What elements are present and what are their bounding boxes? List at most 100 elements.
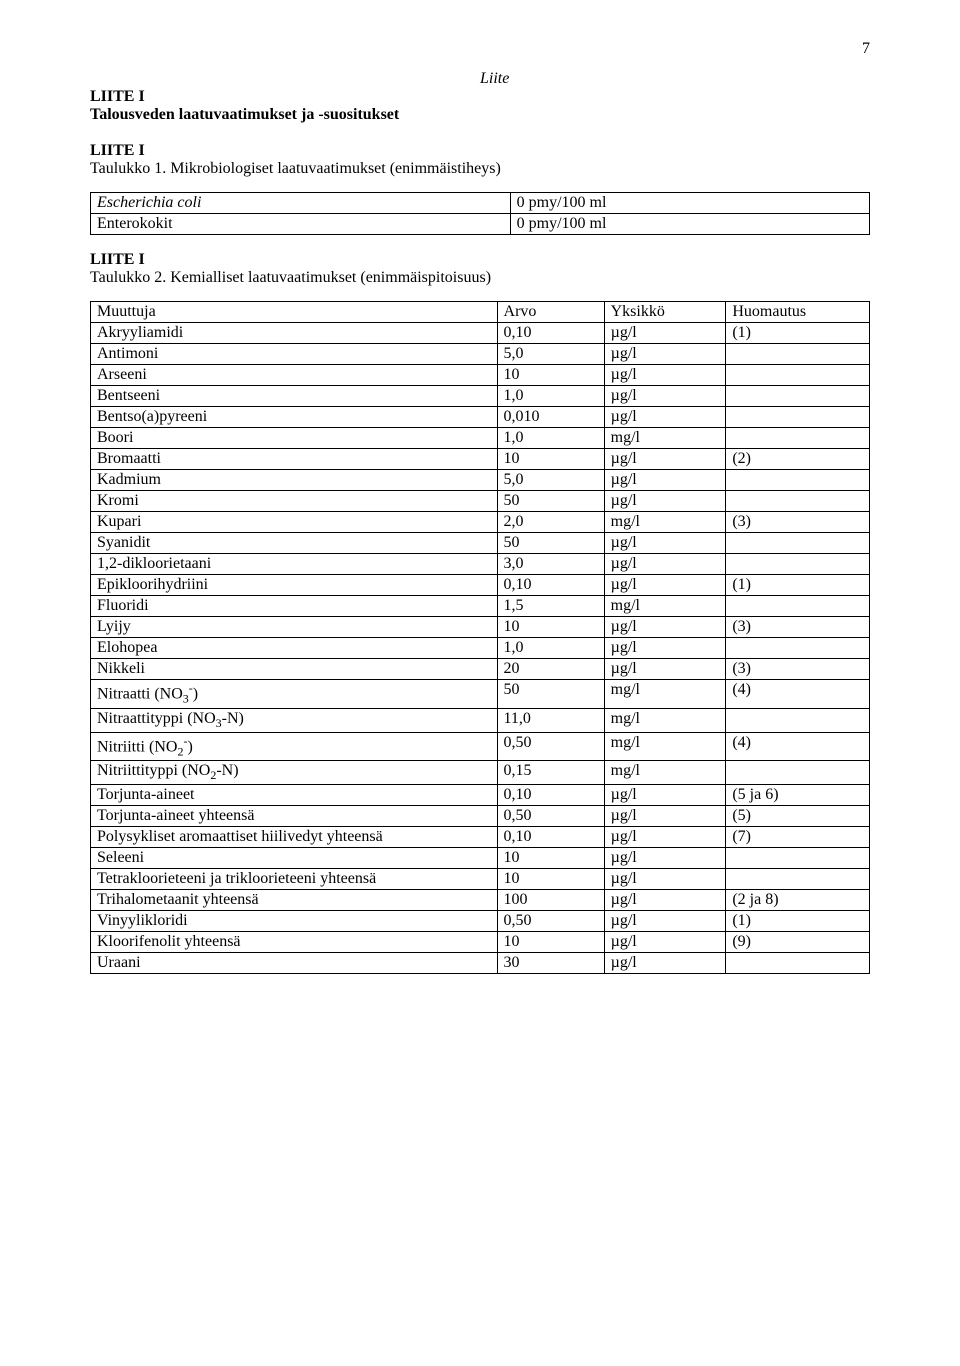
table-2-cell-unit: mg/l — [604, 708, 726, 732]
table-2-cell-unit: µg/l — [604, 491, 726, 512]
table-2-cell-unit: µg/l — [604, 470, 726, 491]
table-2-cell-unit: µg/l — [604, 911, 726, 932]
table-2-cell-param: Torjunta-aineet — [91, 785, 498, 806]
table-2-cell-value: 10 — [497, 869, 604, 890]
table-2-cell-note: (2) — [726, 449, 870, 470]
table-row: Uraani30µg/l — [91, 953, 870, 974]
table-row: Nitriitti (NO2-)0,50mg/l(4) — [91, 732, 870, 761]
table-2-cell-note — [726, 848, 870, 869]
table-2-cell-value: 0,50 — [497, 911, 604, 932]
table-2-cell-note — [726, 407, 870, 428]
table-2-cell-param: Tetrakloorieteeni ja trikloorieteeni yht… — [91, 869, 498, 890]
table-2-cell-param: Torjunta-aineet yhteensä — [91, 806, 498, 827]
table-2-cell-param: Nitraattityppi (NO3-N) — [91, 708, 498, 732]
table-2: Muuttuja Arvo Yksikkö Huomautus Akryylia… — [90, 301, 870, 974]
table-row: Trihalometaanit yhteensä100µg/l(2 ja 8) — [91, 890, 870, 911]
table-2-cell-unit: µg/l — [604, 323, 726, 344]
table-row: Bentseeni1,0µg/l — [91, 386, 870, 407]
table-2-cell-note: (1) — [726, 911, 870, 932]
table-row: Syanidit50µg/l — [91, 533, 870, 554]
table-2-cell-note: (1) — [726, 575, 870, 596]
table-2-cell-unit: µg/l — [604, 806, 726, 827]
table-2-cell-value: 0,10 — [497, 575, 604, 596]
table-2-cell-value: 10 — [497, 848, 604, 869]
table-2-cell-unit: mg/l — [604, 680, 726, 709]
table-row: Seleeni10µg/l — [91, 848, 870, 869]
table-2-cell-param: Lyijy — [91, 617, 498, 638]
table-2-header-note: Huomautus — [726, 302, 870, 323]
table-2-cell-param: Elohopea — [91, 638, 498, 659]
section-2: LIITE I Taulukko 2. Kemialliset laatuvaa… — [90, 251, 870, 287]
document-title-block: Liite LIITE I Talousveden laatuvaatimuks… — [90, 70, 870, 124]
table-2-cell-note — [726, 869, 870, 890]
table-2-cell-value: 10 — [497, 449, 604, 470]
table-2-cell-value: 1,0 — [497, 428, 604, 449]
table-2-cell-unit: µg/l — [604, 869, 726, 890]
table-row: Torjunta-aineet0,10µg/l(5 ja 6) — [91, 785, 870, 806]
table-row: Kadmium5,0µg/l — [91, 470, 870, 491]
table-2-cell-param: Kupari — [91, 512, 498, 533]
table-2-cell-value: 0,10 — [497, 323, 604, 344]
table-2-cell-value: 0,50 — [497, 732, 604, 761]
liite-i-heading: LIITE I — [90, 88, 870, 106]
section-2-heading: Taulukko 2. Kemialliset laatuvaatimukset… — [90, 269, 870, 287]
table-2-cell-value: 20 — [497, 659, 604, 680]
table-2-cell-unit: µg/l — [604, 554, 726, 575]
table-2-cell-unit: mg/l — [604, 732, 726, 761]
table-row: Torjunta-aineet yhteensä0,50µg/l(5) — [91, 806, 870, 827]
table-2-cell-value: 11,0 — [497, 708, 604, 732]
table-2-cell-unit: mg/l — [604, 761, 726, 785]
table-row: Antimoni5,0µg/l — [91, 344, 870, 365]
table-2-cell-unit: µg/l — [604, 344, 726, 365]
table-row: Fluoridi1,5mg/l — [91, 596, 870, 617]
table-2-cell-param: Kromi — [91, 491, 498, 512]
table-2-cell-value: 1,0 — [497, 386, 604, 407]
table-row: Boori1,0mg/l — [91, 428, 870, 449]
table-2-cell-note: (7) — [726, 827, 870, 848]
table-1-cell-value: 0 pmy/100 ml — [510, 214, 869, 235]
table-2-cell-unit: µg/l — [604, 827, 726, 848]
table-2-cell-param: Seleeni — [91, 848, 498, 869]
table-2-cell-note — [726, 596, 870, 617]
table-1-cell-value: 0 pmy/100 ml — [510, 193, 869, 214]
table-row: Kupari2,0mg/l(3) — [91, 512, 870, 533]
table-2-cell-note — [726, 344, 870, 365]
section-1: LIITE I Taulukko 1. Mikrobiologiset laat… — [90, 142, 870, 178]
table-2-cell-unit: mg/l — [604, 428, 726, 449]
table-2-cell-param: Epikloorihydriini — [91, 575, 498, 596]
table-2-cell-value: 50 — [497, 491, 604, 512]
table-row: Enterokokit0 pmy/100 ml — [91, 214, 870, 235]
table-2-cell-note: (9) — [726, 932, 870, 953]
table-2-cell-param: Fluoridi — [91, 596, 498, 617]
table-2-cell-value: 1,0 — [497, 638, 604, 659]
table-2-cell-value: 5,0 — [497, 344, 604, 365]
table-2-cell-value: 0,10 — [497, 785, 604, 806]
table-2-cell-param: Nikkeli — [91, 659, 498, 680]
table-2-cell-param: Uraani — [91, 953, 498, 974]
table-row: Lyijy10µg/l(3) — [91, 617, 870, 638]
table-2-cell-note — [726, 491, 870, 512]
table-2-cell-unit: µg/l — [604, 932, 726, 953]
table-2-cell-value: 10 — [497, 617, 604, 638]
table-2-cell-unit: mg/l — [604, 596, 726, 617]
table-2-cell-value: 2,0 — [497, 512, 604, 533]
table-2-cell-unit: µg/l — [604, 449, 726, 470]
table-2-cell-unit: µg/l — [604, 953, 726, 974]
table-row: Elohopea1,0µg/l — [91, 638, 870, 659]
table-2-cell-value: 50 — [497, 533, 604, 554]
table-2-cell-value: 100 — [497, 890, 604, 911]
table-2-cell-value: 0,50 — [497, 806, 604, 827]
table-2-cell-value: 5,0 — [497, 470, 604, 491]
table-2-cell-unit: µg/l — [604, 848, 726, 869]
table-2-cell-note: (3) — [726, 512, 870, 533]
table-2-cell-param: Bromaatti — [91, 449, 498, 470]
table-row: Kromi50µg/l — [91, 491, 870, 512]
table-2-cell-note — [726, 761, 870, 785]
table-2-cell-param: Antimoni — [91, 344, 498, 365]
table-2-cell-param: Bentso(a)pyreeni — [91, 407, 498, 428]
liite-label-right: Liite — [90, 70, 870, 88]
table-row: Bromaatti10µg/l(2) — [91, 449, 870, 470]
main-title: Talousveden laatuvaatimukset ja -suositu… — [90, 106, 870, 124]
table-2-cell-unit: µg/l — [604, 575, 726, 596]
table-2-cell-note — [726, 386, 870, 407]
